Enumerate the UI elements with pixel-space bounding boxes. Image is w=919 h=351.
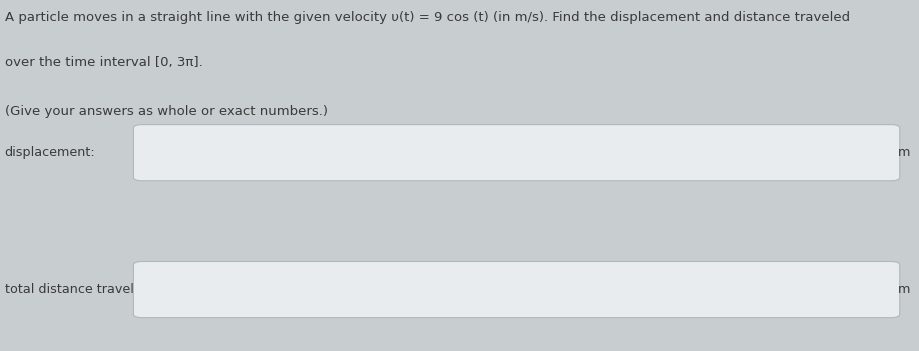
Text: m: m (897, 146, 909, 159)
Text: displacement:: displacement: (5, 146, 96, 159)
Text: A particle moves in a straight line with the given velocity υ(t) = 9 cos (t) (in: A particle moves in a straight line with… (5, 11, 849, 24)
Text: total distance traveled:: total distance traveled: (5, 283, 153, 296)
FancyBboxPatch shape (133, 261, 899, 318)
Text: over the time interval [0, 3π].: over the time interval [0, 3π]. (5, 56, 202, 69)
FancyBboxPatch shape (133, 125, 899, 181)
Text: (Give your answers as whole or exact numbers.): (Give your answers as whole or exact num… (5, 105, 327, 118)
Text: m: m (897, 283, 909, 296)
